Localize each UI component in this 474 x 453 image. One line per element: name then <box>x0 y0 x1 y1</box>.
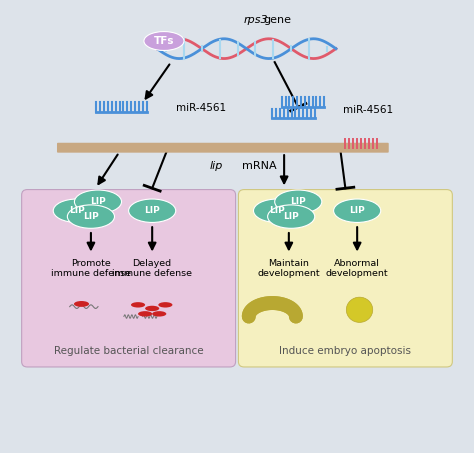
FancyBboxPatch shape <box>22 190 236 367</box>
Text: Induce embryo apoptosis: Induce embryo apoptosis <box>279 346 411 356</box>
FancyBboxPatch shape <box>57 143 389 153</box>
Ellipse shape <box>53 199 100 222</box>
Ellipse shape <box>268 205 315 228</box>
Ellipse shape <box>74 301 89 307</box>
Text: gene: gene <box>263 15 291 25</box>
Text: LIP: LIP <box>83 212 99 221</box>
Text: TFs: TFs <box>154 36 174 46</box>
Text: LIP: LIP <box>69 206 85 215</box>
Text: rps3: rps3 <box>244 15 268 25</box>
Text: Abnormal
development: Abnormal development <box>326 259 389 278</box>
Ellipse shape <box>275 190 322 213</box>
Ellipse shape <box>131 302 145 308</box>
Circle shape <box>346 297 373 323</box>
Text: lip: lip <box>210 161 223 171</box>
Ellipse shape <box>144 32 184 50</box>
Text: LIP: LIP <box>144 206 160 215</box>
Text: Maintain
development: Maintain development <box>257 259 320 278</box>
Ellipse shape <box>152 311 166 317</box>
Text: miR-4561: miR-4561 <box>343 106 393 116</box>
Text: Regulate bacterial clearance: Regulate bacterial clearance <box>54 346 203 356</box>
Text: LIP: LIP <box>291 197 306 206</box>
Text: miR-4561: miR-4561 <box>176 103 226 113</box>
Text: Delayed
immune defense: Delayed immune defense <box>112 259 192 278</box>
Ellipse shape <box>67 205 115 228</box>
Text: LIP: LIP <box>90 197 106 206</box>
Text: Promote
immune defense: Promote immune defense <box>51 259 131 278</box>
Text: LIP: LIP <box>269 206 285 215</box>
Text: mRNA: mRNA <box>242 161 276 171</box>
Ellipse shape <box>74 190 121 213</box>
Ellipse shape <box>128 199 176 222</box>
Ellipse shape <box>158 302 173 308</box>
FancyBboxPatch shape <box>238 190 452 367</box>
Ellipse shape <box>145 306 159 311</box>
Ellipse shape <box>334 199 381 222</box>
Ellipse shape <box>254 199 301 222</box>
Text: LIP: LIP <box>349 206 365 215</box>
Ellipse shape <box>138 311 152 317</box>
Text: LIP: LIP <box>283 212 299 221</box>
